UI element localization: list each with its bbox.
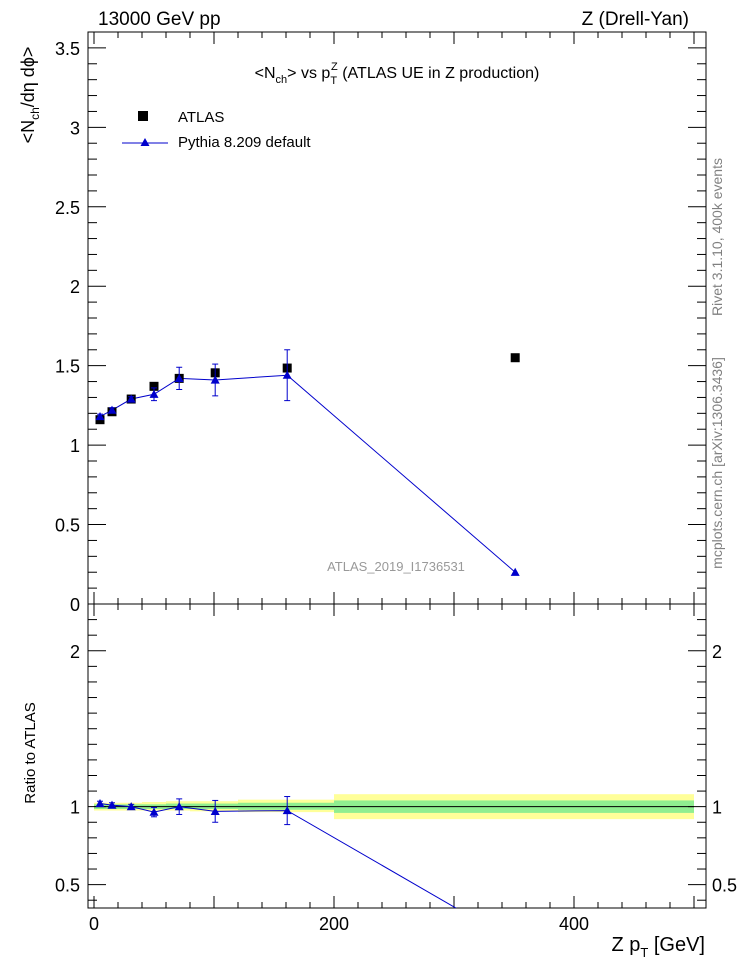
ratio-frame <box>87 603 707 909</box>
atlas-point <box>510 353 520 363</box>
pythia-point <box>126 394 136 403</box>
ratio-y-tick-label-right: 0.5 <box>712 876 737 896</box>
top-y-tick-label: 2.5 <box>55 198 80 218</box>
legend-atlas-label: ATLAS <box>178 109 224 126</box>
top-y-tick-label: 1 <box>70 436 80 456</box>
pythia-point <box>210 375 220 384</box>
ratio-pythia-point <box>126 802 136 811</box>
pythia-point <box>282 370 292 379</box>
mcplots-label: mcplots.cern.ch [arXiv:1306.3436] <box>709 357 725 569</box>
analysis-tag: ATLAS_2019_I1736531 <box>327 559 465 574</box>
ratio-pythia-point <box>174 802 184 811</box>
top-ylabel: <Nch/dη dϕ> <box>18 47 42 144</box>
top-y-tick-label: 0.5 <box>55 516 80 536</box>
x-tick-label: 0 <box>89 914 99 934</box>
x-tick-label: 200 <box>319 914 349 934</box>
main-plot-title: <Nch> vs pTZ (ATLAS UE in Z production) <box>255 61 540 87</box>
x-axis-label: Z pT [GeV] <box>611 934 705 960</box>
ratio-panel: 0 200 400 0.5 0.5 1 1 2 2 <box>55 603 737 934</box>
ratio-ylabel: Ratio to ATLAS <box>22 702 39 803</box>
pythia-point <box>107 405 117 414</box>
ratio-y-tick-label-right: 1 <box>712 798 722 818</box>
header-left: 13000 GeV pp <box>98 9 221 30</box>
top-y-tick-label: 1.5 <box>55 357 80 377</box>
top-y-tick-label: 2 <box>70 277 80 297</box>
ratio-y-tick-label-left: 2 <box>70 642 80 662</box>
rivet-label: Rivet 3.1.10, 400k events <box>709 158 725 316</box>
atlas-point <box>149 381 159 391</box>
ratio-y-tick-label-left: 0.5 <box>55 876 80 896</box>
ratio-y-tick-label-left: 1 <box>70 798 80 818</box>
ratio-y-tick-label-right: 2 <box>712 642 722 662</box>
top-y-tick-label: 0 <box>70 595 80 615</box>
top-y-tick-label: 3.5 <box>55 39 80 59</box>
pythia-point <box>174 373 184 382</box>
header-right: Z (Drell-Yan) <box>582 9 689 30</box>
top-plot-area <box>95 349 520 576</box>
pythia-line <box>99 374 516 573</box>
legend-pythia-label: Pythia 8.209 default <box>178 134 311 151</box>
ratio-pythia-line <box>99 803 457 908</box>
ratio-plot-area <box>95 796 457 908</box>
pythia-point <box>510 567 520 576</box>
pythia-point <box>95 412 105 421</box>
ratio-pythia-point <box>95 799 105 808</box>
ratio-pythia-point <box>210 806 220 815</box>
pythia-point <box>149 389 159 398</box>
x-tick-label: 400 <box>559 914 589 934</box>
top-y-tick-label: 3 <box>70 118 80 138</box>
ratio-pythia-point <box>282 806 292 815</box>
legend-pythia-marker <box>140 138 150 146</box>
top-panel: 0 0.5 1 1.5 2 2.5 3 3.5 <box>55 31 707 615</box>
legend: ATLAS Pythia 8.209 default <box>122 109 311 151</box>
ratio-pythia-point <box>149 807 159 816</box>
ratio-pythia-point <box>107 800 117 809</box>
legend-atlas-marker <box>138 111 148 121</box>
